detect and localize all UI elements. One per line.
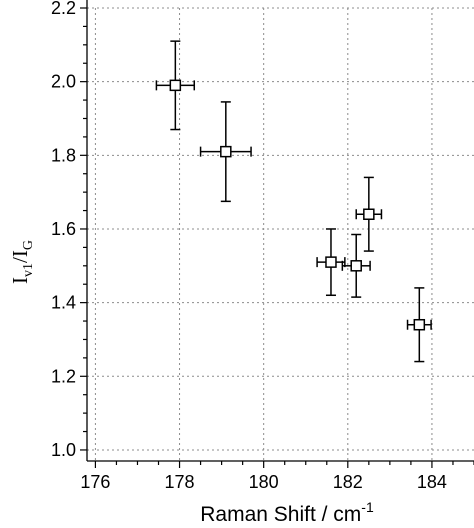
data-points	[155, 40, 432, 363]
square-marker	[350, 260, 362, 272]
y-tick-label: 1.8	[51, 145, 76, 165]
data-point	[316, 228, 346, 297]
x-tick-label: 178	[165, 472, 195, 492]
data-point	[355, 176, 383, 252]
data-point	[199, 101, 252, 203]
data-point	[341, 233, 371, 298]
axes	[86, 0, 474, 462]
y-tick-label: 2.2	[51, 0, 76, 18]
data-point	[406, 287, 432, 363]
y-tick-label: 1.4	[51, 293, 76, 313]
x-tick-label: 184	[417, 472, 447, 492]
x-tick-label: 180	[249, 472, 279, 492]
y-axis-title: Iv1/IG	[8, 240, 36, 284]
ticks: 176 178 180 182 184 1.0 1.2 1.4 1.6 1.8 2.0 2.2	[51, 0, 474, 492]
y-tick-label: 1.0	[51, 440, 76, 460]
y-tick-label: 1.2	[51, 366, 76, 386]
y-tick-label: 1.6	[51, 219, 76, 239]
square-marker	[169, 79, 182, 92]
square-marker	[220, 145, 232, 158]
x-tick-label: 182	[333, 472, 363, 492]
square-marker	[413, 318, 426, 331]
data-point	[155, 40, 196, 131]
x-tick-label: 176	[80, 472, 110, 492]
y-tick-label: 2.0	[51, 72, 76, 92]
square-marker	[325, 256, 337, 268]
square-marker	[363, 208, 375, 220]
grid	[87, 7, 474, 461]
x-axis-title: Raman Shift / cm-1	[200, 499, 374, 526]
